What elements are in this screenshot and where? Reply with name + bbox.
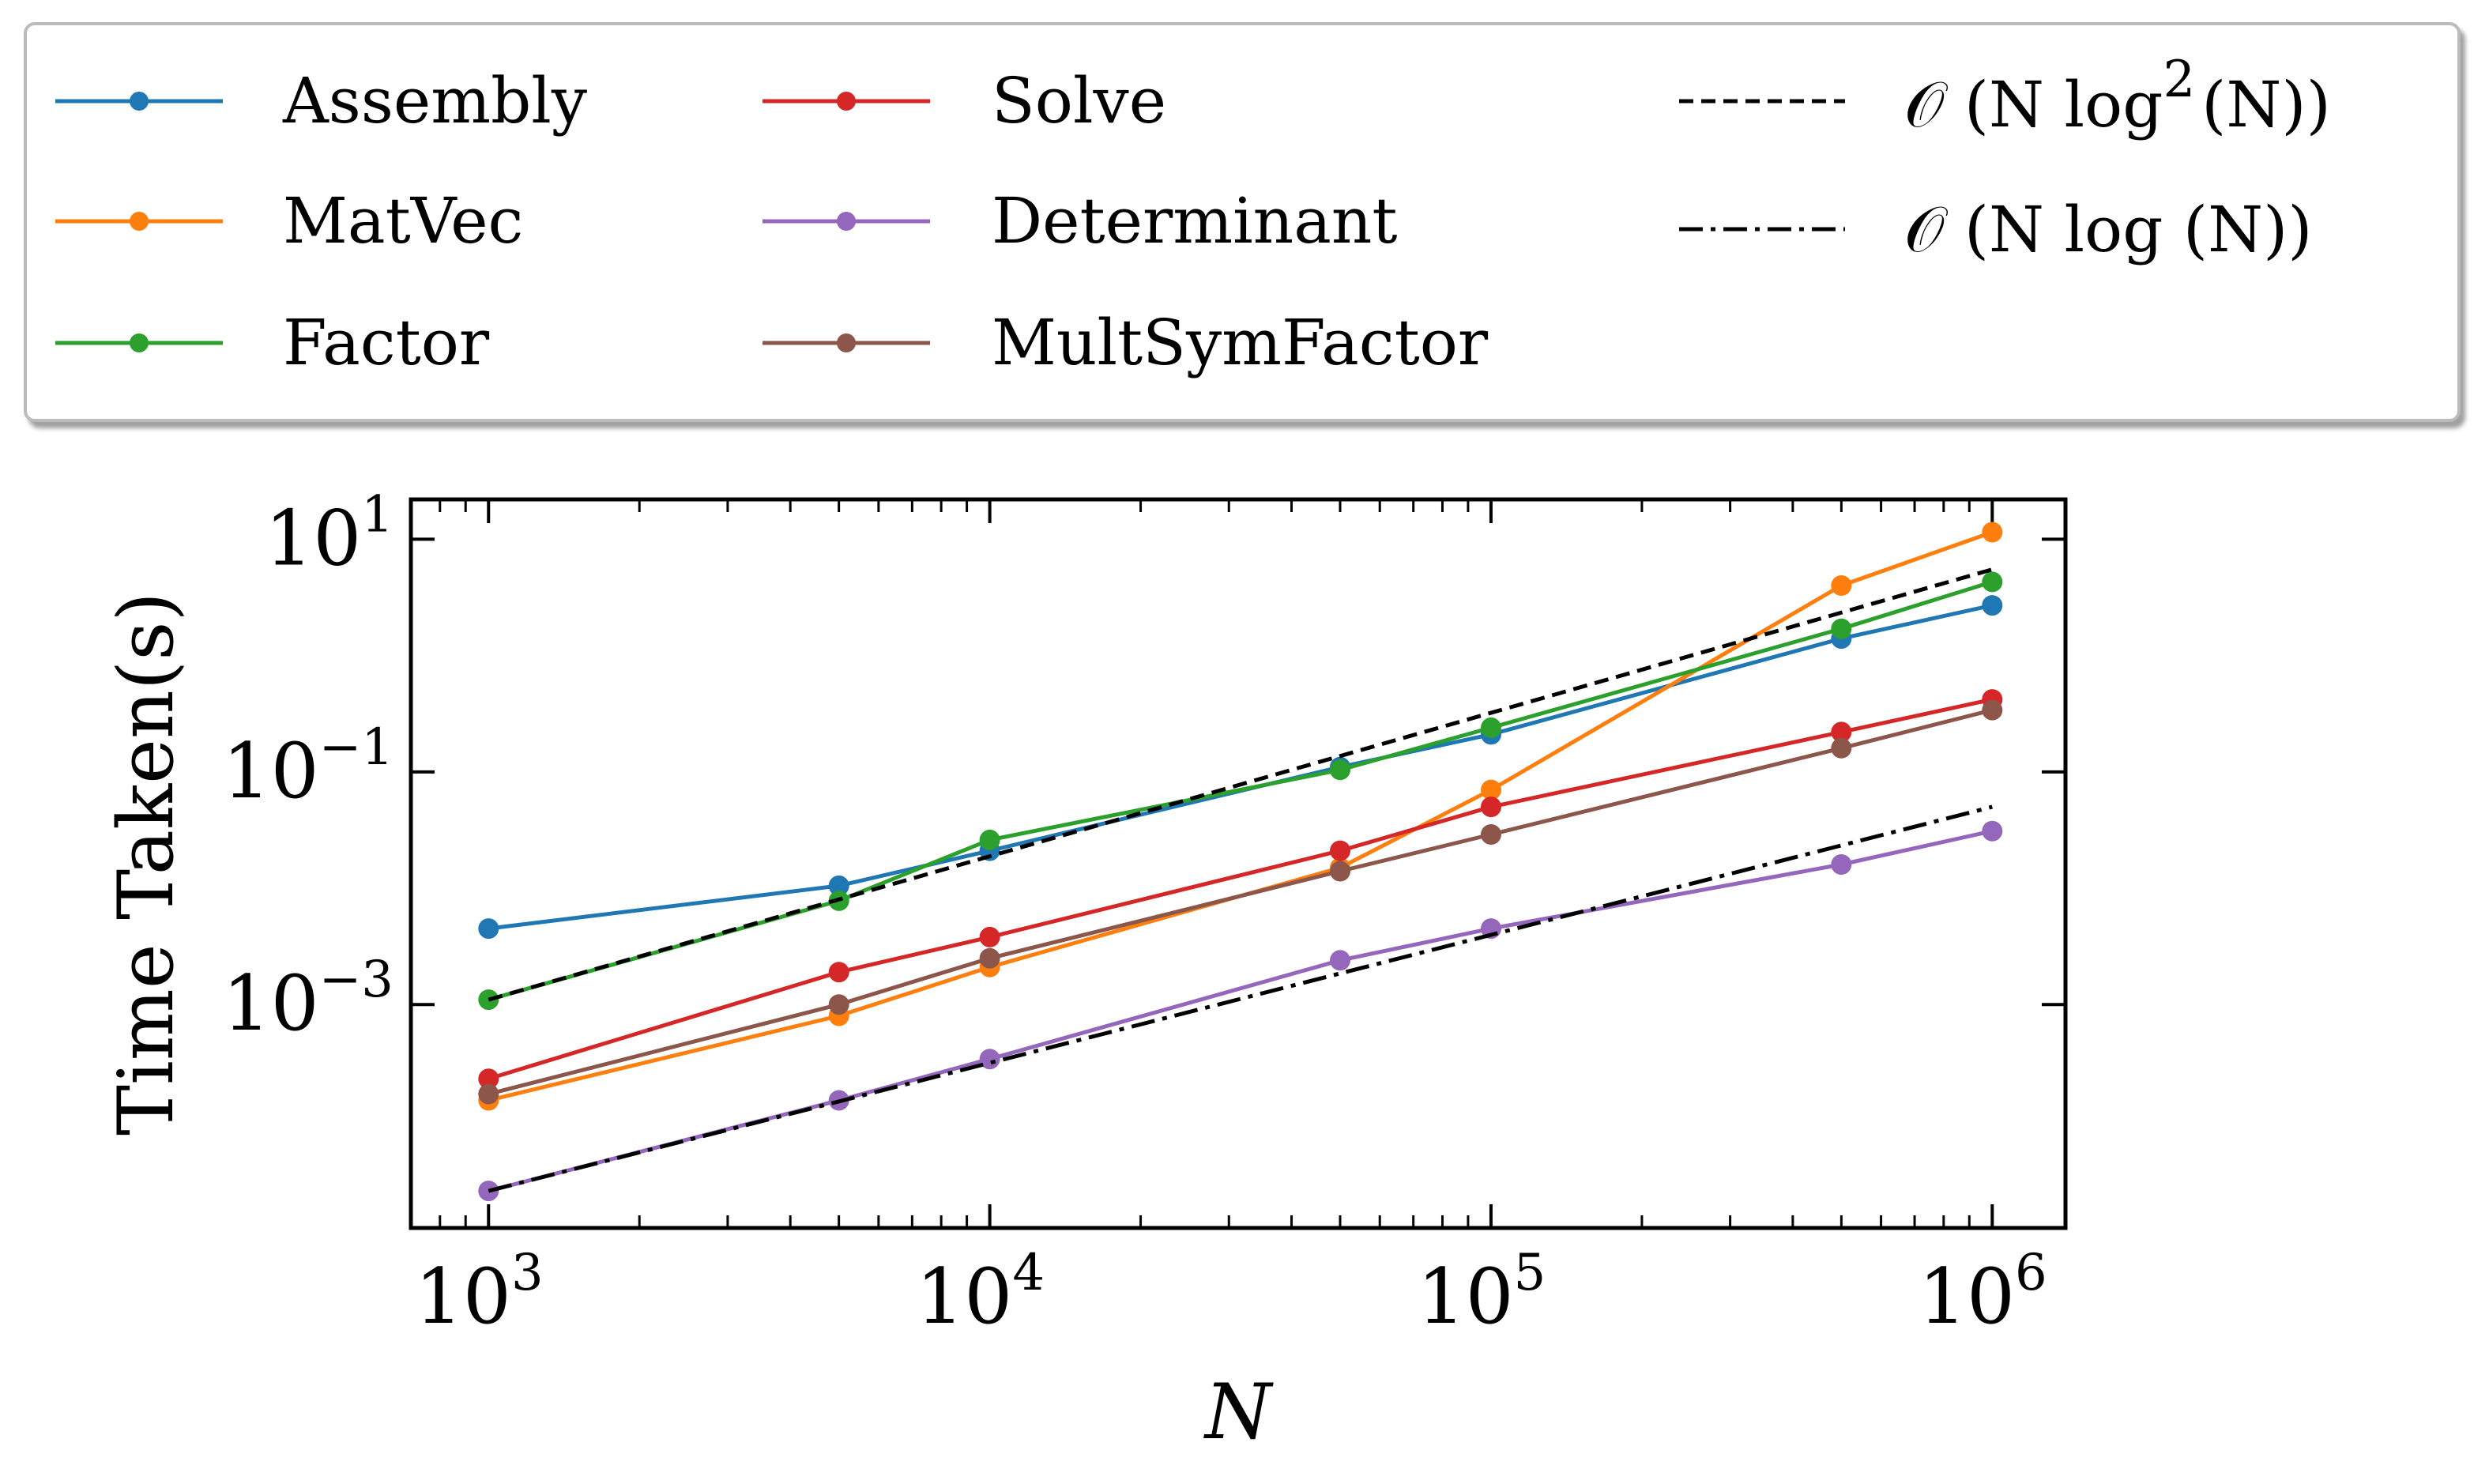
x-tick-label-base: 10 <box>415 1252 511 1341</box>
data-point-factor <box>979 829 1000 850</box>
x-tick-label: 106 <box>1919 1244 2047 1341</box>
data-point-assembly <box>1982 595 2003 616</box>
series-line-o-n-log-n <box>488 567 1993 1002</box>
series-o-n-log-n <box>488 804 1993 1193</box>
data-point-multsymfactor <box>1481 824 1501 845</box>
x-axis-label: N <box>1203 1368 1274 1456</box>
y-tick-label: 101 <box>265 485 394 582</box>
legend-label-matvec: MatVec <box>283 184 523 258</box>
data-point-multsymfactor <box>1982 699 2003 721</box>
legend-label-nlog2n-suffix: (N)) <box>2201 68 2331 141</box>
data-point-solve <box>478 1068 499 1090</box>
data-point-factor <box>1982 571 2003 593</box>
series-line-o-n-log-n <box>488 804 1993 1193</box>
legend-label-multsymfactor: MultSymFactor <box>992 306 1489 379</box>
series-layer <box>478 522 2003 1202</box>
legend-entry-nlogn: 𝒪 (N log (N)) <box>1679 193 2313 266</box>
data-point-multsymfactor <box>1831 737 1852 759</box>
legend-marker-solve <box>837 92 856 111</box>
x-tick-label: 103 <box>415 1244 544 1341</box>
minor-ticks <box>409 499 1971 1228</box>
data-point-matvec <box>1982 522 2003 543</box>
y-tick-label: 10−3 <box>223 951 394 1048</box>
y-tick-label-base: 10 <box>265 494 361 582</box>
legend-entry-multsymfactor: MultSymFactor <box>763 306 1489 379</box>
series-multsymfactor <box>478 699 2003 1105</box>
legend-label-nlog2n-sup: 2 <box>2163 51 2195 109</box>
major-ticks <box>411 499 2065 1228</box>
legend-entry-assembly: Assembly <box>55 64 587 137</box>
x-tick-label-exp: 4 <box>1012 1244 1045 1302</box>
legend-entry-determinant: Determinant <box>763 184 1398 258</box>
legend-entry-solve: Solve <box>763 64 1166 137</box>
data-point-solve <box>1831 721 1852 743</box>
data-point-determinant <box>979 1049 1000 1070</box>
x-tick-label-base: 10 <box>916 1252 1012 1341</box>
y-axis-label: Time Taken(s) <box>102 592 190 1136</box>
legend-entry-factor: Factor <box>55 306 490 379</box>
legend-label-assembly: Assembly <box>282 64 587 137</box>
x-tick-label: 105 <box>1418 1244 1546 1341</box>
series-o-n-log-n <box>488 567 1993 1002</box>
legend-entry-nlog2n: 𝒪 (N log2 (N)) <box>1679 51 2331 141</box>
legend: Assembly MatVec Factor Solve Determinant… <box>24 22 2461 422</box>
data-point-factor <box>1481 717 1501 738</box>
data-point-multsymfactor <box>1330 861 1350 882</box>
data-point-determinant <box>1330 950 1350 971</box>
legend-marker-assembly <box>130 92 149 111</box>
y-tick-label-exp: −3 <box>319 951 394 1009</box>
legend-entry-matvec: MatVec <box>55 184 523 258</box>
legend-marker-multsymfactor <box>837 333 856 352</box>
data-point-factor <box>1831 618 1852 639</box>
x-tick-label-exp: 5 <box>1514 1244 1546 1302</box>
data-point-assembly <box>478 918 499 940</box>
y-tick-label-base: 10 <box>223 727 319 815</box>
data-point-solve <box>1481 797 1501 818</box>
legend-label-nlog2n-prefix: 𝒪 (N log <box>1904 68 2163 141</box>
data-point-solve <box>828 962 849 983</box>
legend-label-solve: Solve <box>992 64 1166 137</box>
legend-label-determinant: Determinant <box>992 184 1398 258</box>
y-tick-label-exp: −1 <box>319 718 394 777</box>
x-tick-label-exp: 6 <box>2015 1244 2047 1302</box>
data-point-solve <box>1330 840 1350 861</box>
y-tick-label-exp: 1 <box>361 485 394 544</box>
legend-box <box>24 22 2461 422</box>
data-point-multsymfactor <box>828 994 849 1015</box>
legend-label-factor: Factor <box>283 306 490 379</box>
legend-label-nlog2n: 𝒪 (N log2 (N)) <box>1904 51 2331 141</box>
legend-marker-factor <box>130 333 149 352</box>
y-tick-label: 10−1 <box>223 718 394 815</box>
data-point-assembly <box>828 875 849 896</box>
plot-frame <box>409 497 2068 1230</box>
x-tick-label: 104 <box>916 1244 1045 1341</box>
legend-label-nlogn: 𝒪 (N log (N)) <box>1904 193 2313 266</box>
data-point-determinant <box>1982 820 2003 842</box>
data-point-determinant <box>1831 854 1852 875</box>
y-tick-label-base: 10 <box>223 959 319 1048</box>
data-point-multsymfactor <box>478 1083 499 1105</box>
data-point-matvec <box>1831 575 1852 596</box>
data-point-multsymfactor <box>979 947 1000 969</box>
data-point-matvec <box>1481 779 1501 800</box>
x-tick-label-exp: 3 <box>511 1244 544 1302</box>
legend-marker-determinant <box>837 212 856 231</box>
x-tick-label-base: 10 <box>1919 1252 2015 1341</box>
data-point-factor <box>1330 759 1350 781</box>
legend-marker-matvec <box>130 212 149 231</box>
x-tick-label-base: 10 <box>1418 1252 1514 1341</box>
data-point-solve <box>979 926 1000 947</box>
